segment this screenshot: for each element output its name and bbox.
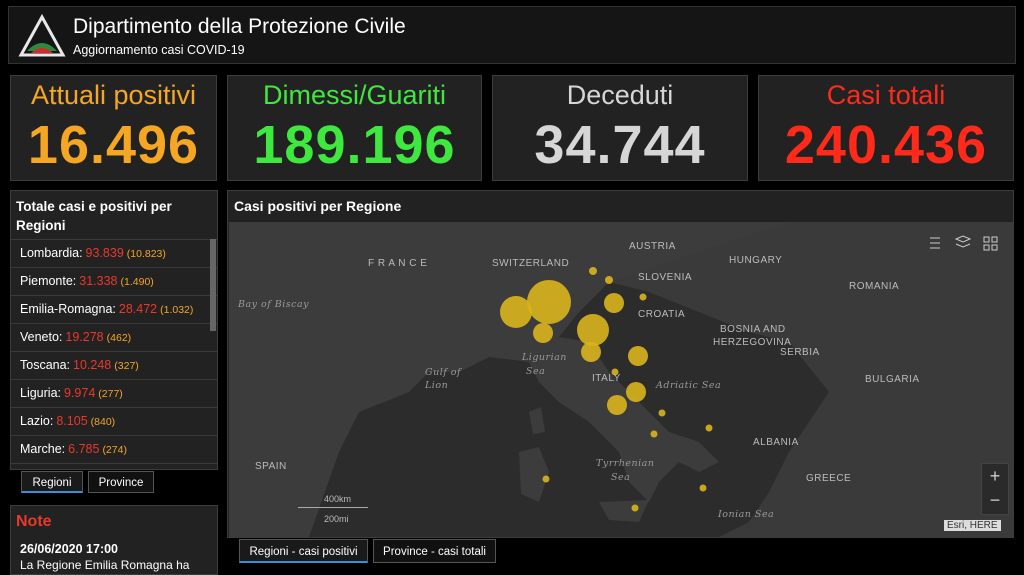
region-name: Liguria:	[20, 386, 61, 400]
region-total: 8.105	[56, 414, 88, 428]
tab[interactable]: Province - casi totali	[373, 539, 496, 563]
scale-km: 400km	[324, 494, 352, 504]
map-label: AUSTRIA	[629, 241, 676, 252]
scale-mi: 200mi	[324, 514, 349, 524]
stat-label: Deceduti	[566, 80, 674, 110]
map-label: HERZEGOVINA	[713, 337, 792, 348]
map-label: Sea	[611, 472, 631, 483]
note-title: Note	[16, 513, 52, 530]
tab[interactable]: Province	[88, 471, 154, 493]
map-label: GREECE	[806, 473, 852, 484]
map-label: Adriatic Sea	[656, 380, 722, 391]
tool-icons	[930, 235, 998, 251]
region-name: Marche:	[20, 442, 66, 456]
region-total: 31.338	[79, 274, 118, 288]
region-name: Toscana:	[20, 358, 71, 372]
map-panel: Casi positivi per Regione F R A N C E SWI…	[227, 190, 1014, 538]
attribution: Esri, HERE	[944, 520, 1001, 531]
stat-card: Dimessi/Guariti 189.196	[227, 75, 482, 181]
map-label: Tyrrhenian	[596, 458, 655, 469]
stat-value: 34.744	[534, 115, 706, 175]
map-label: SERBIA	[780, 347, 820, 358]
map-label: CROATIA	[638, 309, 686, 320]
region-total: 6.785	[68, 442, 100, 456]
map-label: Ligurian	[522, 352, 567, 363]
region-name: Lombardia:	[20, 246, 83, 260]
map-label: Sea	[526, 366, 546, 377]
region-list: Lombardia: 93.839 (10.823) Piemonte: 31.338(…	[11, 240, 217, 464]
region-positive: (462)	[106, 332, 132, 344]
region-positive: (274)	[102, 444, 127, 456]
note-text: La Regione Emilia Romagna ha	[20, 558, 190, 572]
map-label: SWITZERLAND	[492, 258, 570, 269]
map	[229, 222, 1013, 537]
regions-title: Totale casi e positivi per Regioni	[11, 191, 217, 240]
map-label: SLOVENIA	[638, 272, 693, 283]
region-total: 19.278	[65, 330, 104, 344]
scale-bar	[298, 507, 368, 508]
region-positive: (10.823)	[126, 248, 166, 260]
stat-label: Casi totali	[826, 80, 946, 110]
region-total: 93.839	[85, 246, 124, 260]
stat-value: 16.496	[27, 115, 200, 175]
region-name: Veneto:	[20, 330, 63, 344]
tab[interactable]: Regioni - casi positivi	[239, 539, 368, 563]
stat-value: 189.196	[253, 115, 456, 175]
logo	[18, 13, 66, 57]
region-positive: (1.032)	[160, 304, 194, 316]
stat-card: Attuali positivi 16.496	[10, 75, 217, 181]
region-row: Emilia-Romagna: 28.472 (1.032)	[11, 296, 217, 324]
map-label: Lion	[425, 380, 449, 391]
stat-label: Attuali positivi	[30, 80, 197, 110]
map-label: SPAIN	[255, 461, 287, 472]
map-label: ALBANIA	[753, 437, 799, 448]
stat-card: Casi totali 240.436	[758, 75, 1014, 181]
region-total: 28.472	[118, 302, 158, 316]
region-row: Lazio: 8.105 (840)	[11, 408, 217, 436]
zoom-controls: + −	[981, 463, 1009, 515]
region-name: Piemonte:	[20, 274, 77, 288]
map-label: ITALY	[592, 373, 621, 384]
tab[interactable]: Regioni	[21, 471, 83, 493]
region-positive: (327)	[114, 360, 139, 372]
region-row: Piemonte: 31.338 (1.490)	[11, 268, 217, 296]
region-positive: (840)	[90, 416, 116, 428]
note-date: 26/06/2020 17:00	[20, 542, 119, 556]
regions-panel: Totale casi e positivi per Regioni Lomba…	[10, 190, 218, 470]
region-positive: (277)	[98, 388, 123, 400]
scrollbar	[210, 239, 216, 331]
map-label: ROMANIA	[849, 281, 900, 292]
zoom-in[interactable]: +	[989, 466, 1001, 486]
stat-value: 240.436	[784, 115, 988, 175]
region-row: Marche: 6.785 (274)	[11, 436, 217, 464]
subtitle: Aggiornamento casi COVID-19	[73, 43, 245, 57]
title: Dipartimento della Protezione Civile	[73, 15, 406, 38]
region-name: Lazio:	[20, 414, 54, 428]
stat-card: Deceduti 34.744	[492, 75, 748, 181]
map-label: HUNGARY	[729, 255, 783, 266]
header: Dipartimento della Protezione Civile Agg…	[8, 6, 1016, 64]
region-total: 10.248	[73, 358, 112, 372]
map-title: Casi positivi per Regione	[234, 198, 402, 214]
region-row: Liguria: 9.974 (277)	[11, 380, 217, 408]
map-label: F R A N C E	[368, 258, 428, 269]
map-label: BULGARIA	[865, 374, 920, 385]
region-row: Toscana: 10.248 (327)	[11, 352, 217, 380]
region-row: Lombardia: 93.839 (10.823)	[11, 240, 217, 268]
map-label: Ionian Sea	[718, 509, 775, 520]
map-label: BOSNIA AND	[720, 324, 786, 335]
stat-label: Dimessi/Guariti	[262, 80, 447, 110]
map-label: Gulf of	[425, 367, 462, 378]
region-name: Emilia-Romagna:	[20, 302, 116, 316]
map-label: Bay of Biscay	[238, 299, 310, 310]
case-circles	[500, 267, 713, 512]
region-positive: (1.490)	[120, 276, 154, 288]
zoom-out[interactable]: −	[989, 490, 1001, 510]
region-total: 9.974	[64, 386, 96, 400]
note-panel: Note 26/06/2020 17:00 La Regione Emilia …	[10, 505, 218, 575]
map-tools[interactable]	[920, 229, 1006, 257]
region-row: Veneto: 19.278 (462)	[11, 324, 217, 352]
